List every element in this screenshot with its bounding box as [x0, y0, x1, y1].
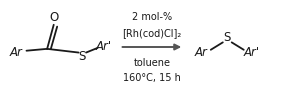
Text: 2 mol-%: 2 mol-%: [132, 12, 172, 22]
Text: Ar': Ar': [243, 46, 259, 59]
Text: toluene: toluene: [134, 58, 170, 68]
Text: Ar: Ar: [10, 46, 23, 59]
Text: S: S: [223, 31, 231, 44]
Text: [Rh(cod)Cl]₂: [Rh(cod)Cl]₂: [122, 28, 182, 38]
Text: Ar': Ar': [95, 41, 111, 53]
Text: O: O: [49, 11, 58, 24]
Text: 160°C, 15 h: 160°C, 15 h: [123, 73, 181, 83]
Text: Ar: Ar: [195, 46, 208, 59]
Text: S: S: [79, 50, 86, 63]
